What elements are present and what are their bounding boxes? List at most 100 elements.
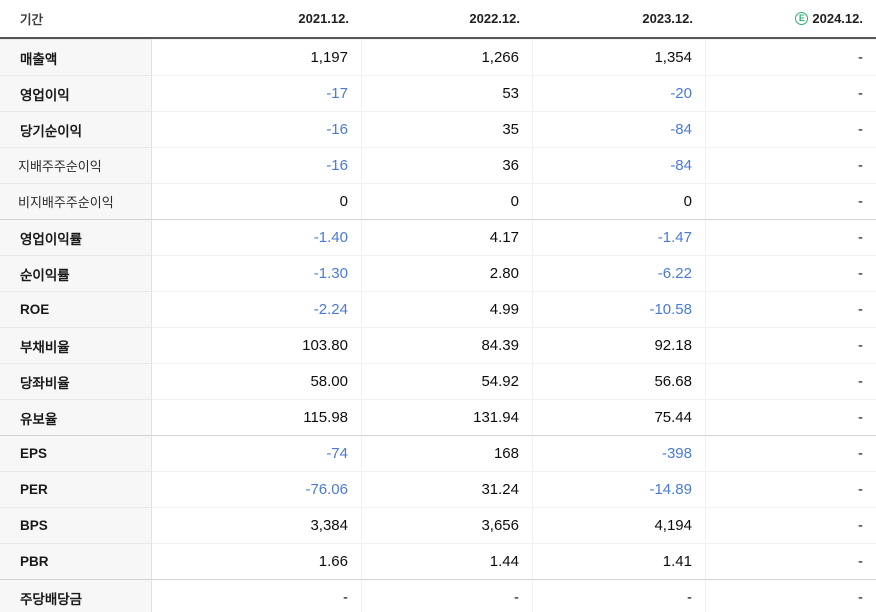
cell-value: 1.66 bbox=[152, 543, 362, 579]
row-label: 당좌비율 bbox=[0, 363, 152, 399]
column-header-2024-12-estimate: E 2024.12. bbox=[706, 0, 876, 37]
row-label: 당기순이익 bbox=[0, 111, 152, 147]
table-header-row: 기간 2021.12. 2022.12. 2023.12. E 2024.12. bbox=[0, 0, 876, 39]
cell-value: -1.47 bbox=[533, 219, 706, 255]
cell-value: - bbox=[362, 579, 533, 612]
cell-value: -84 bbox=[533, 111, 706, 147]
row-label: 유보율 bbox=[0, 399, 152, 435]
cell-value: 1,266 bbox=[362, 39, 533, 75]
cell-value: 75.44 bbox=[533, 399, 706, 435]
row-label: PER bbox=[0, 471, 152, 507]
cell-value: - bbox=[706, 75, 876, 111]
row-label: 매출액 bbox=[0, 39, 152, 75]
column-header-label: 2022.12. bbox=[469, 11, 520, 26]
column-header-2021-12: 2021.12. bbox=[152, 0, 362, 37]
cell-value: - bbox=[706, 327, 876, 363]
row-label: 부채비율 bbox=[0, 327, 152, 363]
row-label: PBR bbox=[0, 543, 152, 579]
cell-value: -20 bbox=[533, 75, 706, 111]
estimate-icon: E bbox=[795, 12, 809, 25]
cell-value: -1.40 bbox=[152, 219, 362, 255]
row-label: ROE bbox=[0, 291, 152, 327]
cell-value: 0 bbox=[362, 183, 533, 219]
cell-value: - bbox=[706, 147, 876, 183]
table-row: 부채비율 103.80 84.39 92.18- bbox=[0, 327, 876, 363]
cell-value: 56.68 bbox=[533, 363, 706, 399]
column-header-label: 2021.12. bbox=[298, 11, 349, 26]
cell-value: -16 bbox=[152, 111, 362, 147]
table-row: 매출액 1,197 1,266 1,354- bbox=[0, 39, 876, 75]
cell-value: -2.24 bbox=[152, 291, 362, 327]
cell-value: -74 bbox=[152, 435, 362, 471]
cell-value: -17 bbox=[152, 75, 362, 111]
cell-value: - bbox=[706, 183, 876, 219]
row-label: EPS bbox=[0, 435, 152, 471]
table-row: 순이익률 -1.30 2.80 -6.22- bbox=[0, 255, 876, 291]
row-label: 순이익률 bbox=[0, 255, 152, 291]
cell-value: 3,656 bbox=[362, 507, 533, 543]
cell-value: - bbox=[706, 543, 876, 579]
cell-value: 1,197 bbox=[152, 39, 362, 75]
period-column-header: 기간 bbox=[0, 0, 152, 37]
cell-value: 36 bbox=[362, 147, 533, 183]
cell-value: 0 bbox=[533, 183, 706, 219]
table-row: 영업이익률 -1.40 4.17 -1.47- bbox=[0, 219, 876, 255]
cell-value: 131.94 bbox=[362, 399, 533, 435]
cell-value: - bbox=[706, 579, 876, 612]
table-row: 지배주주순이익 -16 36 -84- bbox=[0, 147, 876, 183]
cell-value: 4.99 bbox=[362, 291, 533, 327]
table-row: 영업이익 -17 53 -20- bbox=[0, 75, 876, 111]
table-row: ROE -2.24 4.99 -10.58- bbox=[0, 291, 876, 327]
table-row: PER -76.06 31.24 -14.89- bbox=[0, 471, 876, 507]
cell-value: - bbox=[152, 579, 362, 612]
cell-value: -398 bbox=[533, 435, 706, 471]
column-header-2023-12: 2023.12. bbox=[533, 0, 706, 37]
cell-value: - bbox=[706, 219, 876, 255]
row-label: 지배주주순이익 bbox=[0, 147, 152, 183]
cell-value: -1.30 bbox=[152, 255, 362, 291]
cell-value: -16 bbox=[152, 147, 362, 183]
cell-value: 35 bbox=[362, 111, 533, 147]
column-header-label: 2024.12. bbox=[812, 11, 863, 26]
cell-value: - bbox=[706, 399, 876, 435]
table-row: 주당배당금 - - - - bbox=[0, 579, 876, 612]
row-label: 비지배주주순이익 bbox=[0, 183, 152, 219]
table-row: 당기순이익 -16 35 -84- bbox=[0, 111, 876, 147]
cell-value: 92.18 bbox=[533, 327, 706, 363]
cell-value: 3,384 bbox=[152, 507, 362, 543]
cell-value: - bbox=[706, 507, 876, 543]
cell-value: -84 bbox=[533, 147, 706, 183]
table-row: 유보율 115.98 131.94 75.44- bbox=[0, 399, 876, 435]
cell-value: 103.80 bbox=[152, 327, 362, 363]
cell-value: - bbox=[706, 111, 876, 147]
row-label: 영업이익률 bbox=[0, 219, 152, 255]
table-body: 매출액 1,197 1,266 1,354- 영업이익 -17 53 -20- 당기순이익 -16… bbox=[0, 39, 876, 612]
table-row: 비지배주주순이익 0 0 0- bbox=[0, 183, 876, 219]
row-label: 주당배당금 bbox=[0, 579, 152, 612]
cell-value: -10.58 bbox=[533, 291, 706, 327]
cell-value: - bbox=[706, 291, 876, 327]
table-row: EPS -74 168 -398- bbox=[0, 435, 876, 471]
row-label: BPS bbox=[0, 507, 152, 543]
cell-value: 84.39 bbox=[362, 327, 533, 363]
cell-value: 31.24 bbox=[362, 471, 533, 507]
cell-value: - bbox=[533, 579, 706, 612]
cell-value: -76.06 bbox=[152, 471, 362, 507]
cell-value: 168 bbox=[362, 435, 533, 471]
cell-value: - bbox=[706, 39, 876, 75]
table-row: BPS 3,384 3,656 4,194- bbox=[0, 507, 876, 543]
cell-value: 2.80 bbox=[362, 255, 533, 291]
cell-value: 53 bbox=[362, 75, 533, 111]
column-header-label: 2023.12. bbox=[642, 11, 693, 26]
cell-value: 54.92 bbox=[362, 363, 533, 399]
cell-value: -14.89 bbox=[533, 471, 706, 507]
cell-value: 4.17 bbox=[362, 219, 533, 255]
cell-value: -6.22 bbox=[533, 255, 706, 291]
cell-value: - bbox=[706, 255, 876, 291]
cell-value: 115.98 bbox=[152, 399, 362, 435]
column-header-2022-12: 2022.12. bbox=[362, 0, 533, 37]
cell-value: - bbox=[706, 471, 876, 507]
table-row: PBR 1.66 1.44 1.41- bbox=[0, 543, 876, 579]
cell-value: 4,194 bbox=[533, 507, 706, 543]
